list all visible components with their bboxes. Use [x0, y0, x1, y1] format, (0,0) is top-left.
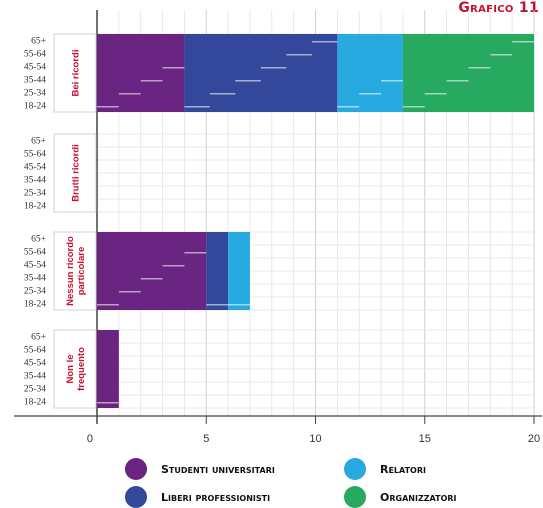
bar-segment	[97, 330, 119, 408]
group-label: Non lefrequento	[65, 347, 87, 391]
legend-item-relatori: Relatori	[344, 458, 426, 480]
age-label: 25-34	[24, 88, 46, 98]
group-label: Bei ricordi	[71, 50, 82, 97]
age-label: 55-64	[24, 49, 46, 59]
legend-label-relatori: Relatori	[380, 462, 426, 476]
age-label: 45-54	[24, 162, 46, 172]
age-label: 18-24	[24, 201, 46, 211]
age-label: 35-44	[24, 75, 46, 85]
age-label: 45-54	[24, 358, 46, 368]
legend-swatch-liberi	[125, 486, 147, 508]
age-label: 25-34	[24, 188, 46, 198]
age-label: 35-44	[24, 371, 46, 381]
age-label: 25-34	[24, 384, 46, 394]
x-tick-label: 15	[419, 433, 431, 445]
age-label: 45-54	[24, 62, 46, 72]
age-label: 65+	[31, 234, 46, 244]
group-label: Nessun ricordoparticolare	[65, 236, 87, 306]
age-label: 65+	[31, 136, 46, 146]
age-label: 25-34	[24, 286, 46, 296]
age-label: 18-24	[24, 397, 46, 407]
legend-swatch-studenti	[125, 458, 147, 480]
x-tick-label: 0	[87, 433, 93, 445]
legend-item-studenti: Studenti universitari	[125, 458, 275, 480]
age-label: 18-24	[24, 299, 46, 309]
age-label: 18-24	[24, 101, 46, 111]
age-label: 45-54	[24, 260, 46, 270]
age-label: 35-44	[24, 273, 46, 283]
legend-label-organizzatori: Organizzatori	[380, 490, 457, 504]
group-label: Brutti ricordi	[71, 144, 82, 202]
legend-label-liberi: Liberi professionisti	[161, 490, 271, 504]
legend-item-liberi: Liberi professionisti	[125, 486, 270, 508]
age-label: 55-64	[24, 149, 46, 159]
group-label-box	[53, 33, 97, 113]
bar-segment	[402, 34, 534, 112]
age-label: 35-44	[24, 175, 46, 185]
x-tick-label: 20	[528, 433, 540, 445]
group-label-box	[53, 329, 97, 409]
group-label-box	[53, 133, 97, 213]
group-label-box	[53, 231, 97, 311]
bar-segment	[206, 232, 229, 310]
age-label: 55-64	[24, 247, 46, 257]
bar-segment	[97, 232, 207, 310]
bar-segment	[97, 34, 185, 112]
age-label: 65+	[31, 332, 46, 342]
legend-item-organizzatori: Organizzatori	[344, 486, 457, 508]
chart-legend: Studenti universitari Liberi professioni…	[0, 452, 543, 508]
age-label: 65+	[31, 36, 46, 46]
bar-segment	[184, 34, 338, 112]
x-tick-label: 10	[309, 433, 321, 445]
chart-title: Grafico 11	[458, 0, 539, 16]
legend-label-studenti: Studenti universitari	[161, 462, 275, 476]
x-tick-label: 5	[203, 433, 209, 445]
chart-plot: 0 5 10 15 20 65+ 55-64 45-54 35-44 25-34 18-24 Bei …	[14, 10, 542, 445]
legend-swatch-relatori	[344, 458, 366, 480]
age-label: 55-64	[24, 345, 46, 355]
legend-swatch-organizzatori	[344, 486, 366, 508]
bar-segment	[228, 232, 250, 310]
bar-segment	[337, 34, 403, 112]
